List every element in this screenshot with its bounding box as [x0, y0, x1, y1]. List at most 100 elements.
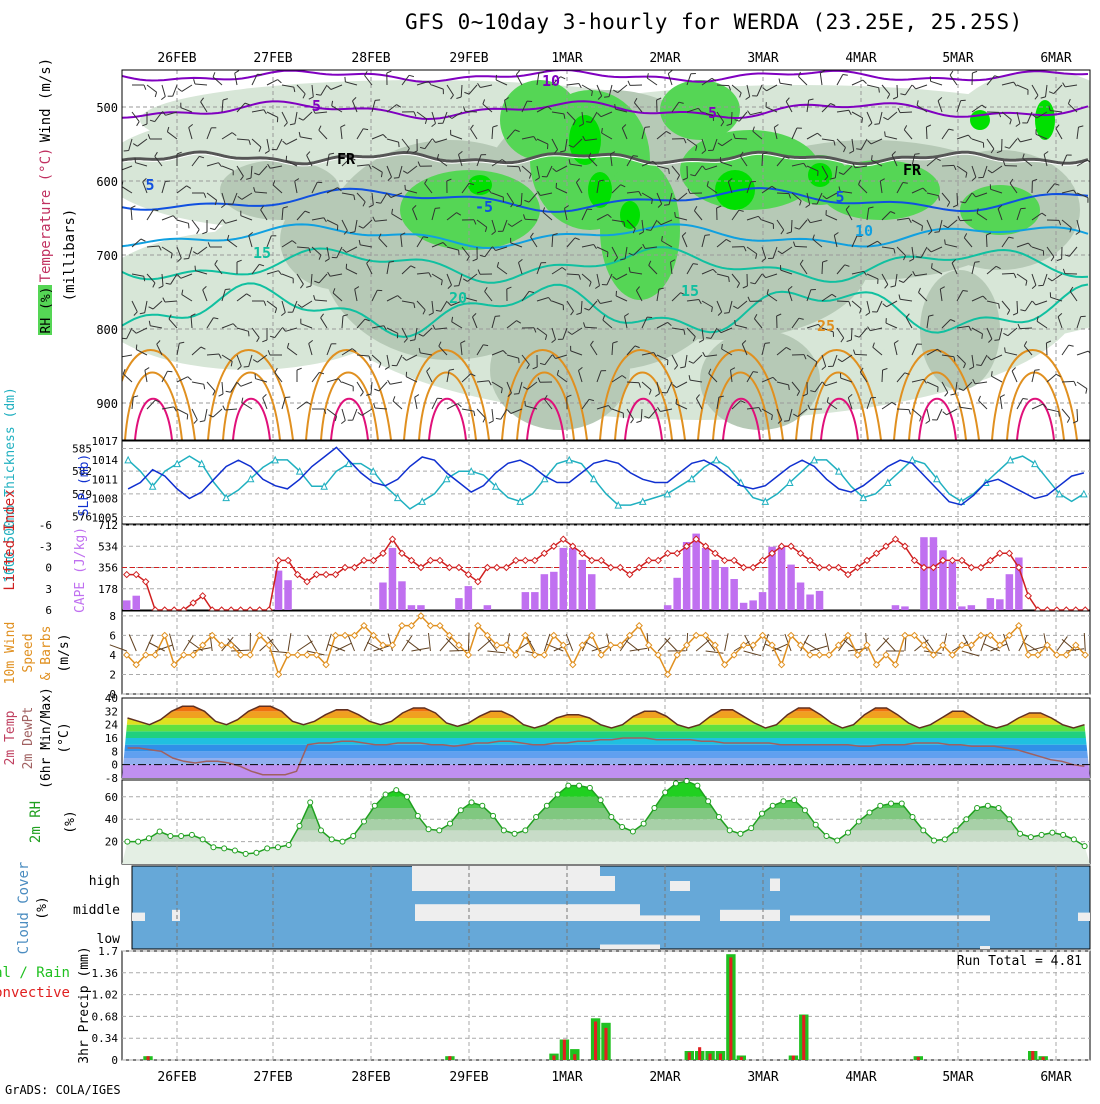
rh2m-point	[426, 827, 431, 832]
wind-barb	[762, 154, 763, 166]
date-label-top: 29FEB	[449, 51, 488, 66]
precip-conv-bar	[709, 1054, 712, 1060]
contour-label: 5	[145, 176, 154, 194]
rh-region	[620, 201, 640, 229]
cape-bar	[541, 574, 549, 610]
rh2m-point	[975, 806, 980, 811]
contour-label: 15	[253, 244, 271, 262]
rh2m-point	[189, 832, 194, 837]
cloud-tick: middle	[73, 903, 120, 918]
temp2m-tick: 32	[105, 705, 118, 718]
wind-barb	[872, 155, 873, 160]
wind-barb	[514, 394, 519, 395]
temp-band	[122, 765, 1090, 778]
precip-conv-bar	[604, 1028, 607, 1060]
date-label-top: 4MAR	[845, 51, 876, 66]
cape-tick: 712	[98, 519, 118, 532]
wind-barb	[992, 371, 993, 376]
wind-barb	[519, 358, 520, 363]
contour-label: 15	[681, 282, 699, 300]
rh2m-point	[555, 792, 560, 797]
rh2m-point	[448, 821, 453, 826]
cloud-block	[600, 945, 660, 950]
rh2m-axis-label: 2m RH	[28, 801, 44, 843]
wind10m-tick: 8	[109, 610, 116, 623]
rh-region	[220, 160, 340, 220]
rh2m-point	[275, 845, 280, 850]
page-title: GFS 0~10day 3-hourly for WERDA (23.25E, …	[405, 10, 1023, 34]
rh2m-point	[663, 790, 668, 795]
rh2m-point	[265, 846, 270, 851]
cloud-block	[670, 881, 690, 891]
wind10m-axis-label: (m/s)	[57, 633, 72, 672]
date-label-top: 6MAR	[1040, 51, 1071, 66]
date-label-top: 26FEB	[157, 51, 196, 66]
slp-tick: 1008	[92, 492, 119, 505]
precip-conv-bar	[802, 1015, 805, 1060]
precip-conv-bar	[1042, 1057, 1045, 1060]
rh2m-point	[792, 798, 797, 803]
cape-bar	[284, 580, 292, 610]
wind-barb	[994, 340, 999, 341]
temp2m-tick: -8	[105, 772, 118, 785]
rh2m-unit-label: (%)	[63, 810, 78, 833]
wind-barb	[124, 151, 129, 152]
date-label-bottom: 3MAR	[747, 1070, 778, 1085]
rh2m-point	[232, 848, 237, 853]
wind-barb	[945, 239, 946, 244]
pressure-axis-label: (millibars)	[62, 209, 78, 302]
rh2m-point	[1082, 844, 1087, 849]
rh2m-point	[620, 825, 625, 830]
rh2m-point	[362, 819, 367, 824]
rh2m-point	[157, 829, 162, 834]
cape-bar	[901, 606, 909, 610]
precip-conv-bar	[917, 1057, 920, 1060]
wind-barb	[957, 193, 958, 205]
rh2m-point	[770, 803, 775, 808]
precip-conv-bar	[147, 1056, 150, 1060]
precip-conv-bar	[729, 957, 732, 1060]
temp2m-axis-label: (°C)	[57, 722, 72, 753]
wind-barb	[189, 223, 190, 228]
precip-conv-bar	[719, 1054, 722, 1060]
rh-axis-label: RH (%)	[39, 287, 54, 334]
cape-bar	[987, 598, 995, 610]
rh2m-point	[405, 794, 410, 799]
wind-barb	[882, 370, 883, 382]
wind-barb	[285, 397, 290, 398]
wind-barb	[664, 205, 669, 206]
cape-bar	[1006, 574, 1014, 610]
wind-barb	[724, 313, 729, 314]
wind-barb	[915, 154, 920, 155]
date-label-bottom: 27FEB	[253, 1070, 292, 1085]
wind-barb	[375, 100, 380, 101]
cape-bar	[408, 605, 416, 610]
rh2m-point	[222, 846, 227, 851]
cloud-block	[770, 879, 780, 892]
date-label-top: 5MAR	[942, 51, 973, 66]
cloud-block	[720, 910, 780, 921]
rh2m-tick: 60	[105, 791, 118, 804]
rh2m-point	[889, 801, 894, 806]
contour-label: -5	[475, 198, 493, 216]
cloud-block	[412, 866, 600, 891]
precip-conv-bar	[594, 1022, 597, 1061]
slp-tick: 1014	[92, 454, 119, 467]
contour-label: 10	[855, 222, 873, 240]
rh2m-point	[512, 831, 517, 836]
precip-conv-bar	[1031, 1051, 1034, 1060]
cape-bar	[673, 578, 681, 610]
wind10m-tick: 4	[109, 649, 116, 662]
wind10m-panel	[122, 611, 1090, 694]
wind-barb	[765, 343, 770, 344]
rh2m-point	[759, 811, 764, 816]
precip-tick: 0	[111, 1054, 118, 1067]
rh2m-point	[942, 837, 947, 842]
rh2m-point	[136, 839, 141, 844]
rh2m-point	[964, 817, 969, 822]
precip-tick: 0.68	[92, 1010, 119, 1023]
slp-axis-label: SLP (mb)	[77, 454, 92, 517]
wind-barb	[791, 220, 792, 232]
precip-axis-label: 3hr Precip (mm)	[77, 946, 92, 1063]
